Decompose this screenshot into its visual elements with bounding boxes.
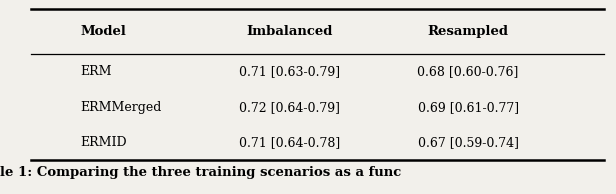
Text: 0.72 [0.64-0.79]: 0.72 [0.64-0.79] — [239, 101, 340, 114]
Text: Imbalanced: Imbalanced — [246, 25, 333, 38]
Text: 0.67 [0.59-0.74]: 0.67 [0.59-0.74] — [418, 136, 519, 149]
Text: ERMID: ERMID — [80, 136, 127, 149]
Text: ERMMerged: ERMMerged — [80, 101, 161, 114]
Text: Model: Model — [80, 25, 126, 38]
Text: 0.71 [0.64-0.78]: 0.71 [0.64-0.78] — [239, 136, 340, 149]
Text: Resampled: Resampled — [428, 25, 509, 38]
Text: le 1: Comparing the three training scenarios as a func: le 1: Comparing the three training scena… — [0, 166, 401, 179]
Text: ERM: ERM — [80, 65, 111, 78]
Text: 0.68 [0.60-0.76]: 0.68 [0.60-0.76] — [418, 65, 519, 78]
Text: 0.71 [0.63-0.79]: 0.71 [0.63-0.79] — [239, 65, 340, 78]
Text: 0.69 [0.61-0.77]: 0.69 [0.61-0.77] — [418, 101, 519, 114]
